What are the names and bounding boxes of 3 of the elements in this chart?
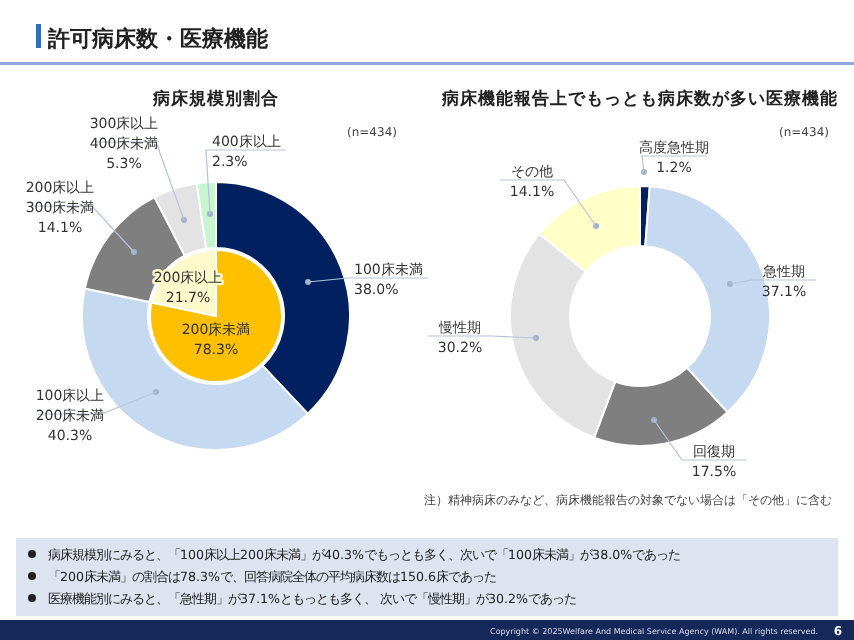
chart-title: 病床機能報告上でもっとも病床数が多い医療機能 — [440, 88, 840, 110]
chart-title: 病床規模別割合 — [151, 88, 281, 110]
text: 許可病床数・医療機能 — [46, 26, 270, 52]
